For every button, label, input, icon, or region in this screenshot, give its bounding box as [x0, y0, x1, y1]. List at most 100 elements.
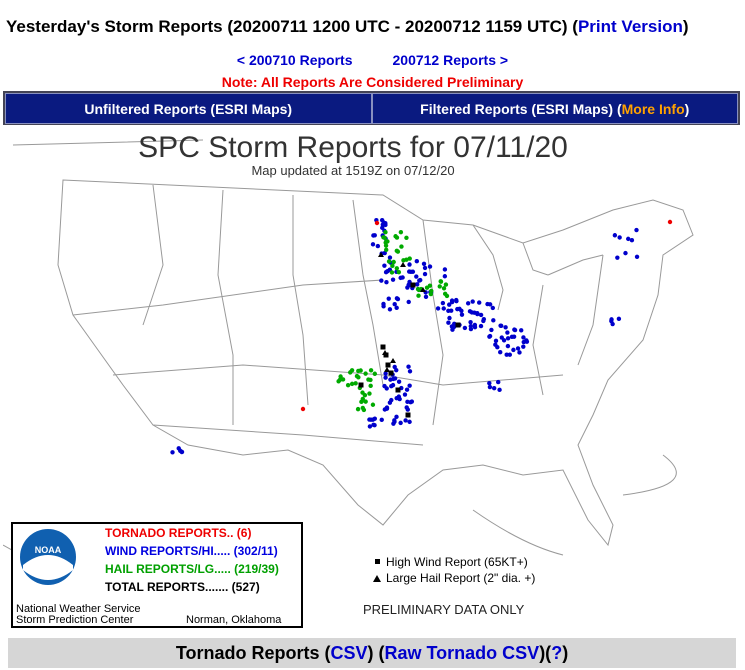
report-marker	[441, 306, 446, 311]
report-marker	[451, 324, 457, 330]
report-marker	[389, 270, 395, 275]
report-marker	[472, 310, 477, 315]
report-marker	[512, 327, 518, 333]
report-marker	[383, 220, 388, 226]
report-marker	[404, 235, 409, 240]
next-link[interactable]: 200712 Reports >	[392, 52, 509, 68]
report-marker	[349, 381, 355, 387]
report-marker	[422, 271, 428, 277]
report-marker	[481, 316, 487, 322]
report-marker	[505, 336, 511, 341]
report-marker	[400, 262, 406, 267]
report-marker	[462, 325, 468, 331]
report-marker	[358, 382, 364, 388]
report-marker	[609, 318, 614, 324]
report-marker	[372, 422, 377, 428]
report-marker	[455, 322, 461, 328]
report-marker	[449, 299, 455, 305]
key-triangle	[373, 575, 381, 582]
tab[interactable]: Unfiltered Reports (ESRI Maps)	[5, 93, 372, 124]
report-marker	[378, 252, 384, 257]
report-marker	[391, 421, 396, 426]
prev-link[interactable]: < 200710 Reports	[236, 52, 353, 68]
report-marker	[379, 217, 385, 223]
report-marker	[437, 284, 442, 289]
report-marker	[449, 308, 454, 313]
report-marker	[634, 227, 639, 233]
report-marker	[414, 274, 419, 279]
report-marker	[370, 402, 376, 407]
report-marker	[487, 334, 492, 339]
title-text: Yesterday's Storm Reports (20200711 1200…	[6, 17, 578, 36]
report-marker	[422, 265, 428, 271]
report-marker	[389, 397, 394, 403]
report-marker	[629, 238, 635, 243]
report-marker	[435, 306, 441, 311]
report-marker	[392, 302, 397, 307]
report-marker	[491, 385, 497, 391]
report-marker	[491, 318, 496, 323]
report-marker	[470, 299, 475, 304]
report-marker	[367, 391, 372, 396]
more-info-link[interactable]: More Info	[621, 101, 685, 117]
org-name: Storm Prediction Center	[16, 614, 134, 626]
legend-hail: HAIL REPORTS/LG..... (219/39)	[105, 562, 279, 576]
report-marker	[414, 259, 420, 264]
noaa-logo-bird	[23, 555, 73, 580]
report-marker	[372, 416, 377, 421]
report-marker	[390, 277, 396, 282]
report-marker	[345, 382, 351, 388]
report-marker	[387, 307, 393, 312]
report-marker	[404, 387, 410, 392]
tab[interactable]: Filtered Reports (ESRI Maps) (More Info)	[371, 93, 738, 124]
report-marker	[383, 229, 388, 235]
report-marker	[511, 347, 516, 353]
legend: NOAA TORNADO REPORTS.. (6) WIND REPORTS/…	[11, 522, 303, 628]
report-marker	[490, 305, 496, 311]
report-marker	[387, 255, 393, 260]
report-marker	[468, 326, 474, 332]
report-marker	[383, 371, 388, 376]
report-marker	[354, 373, 360, 379]
report-marker	[485, 301, 490, 307]
report-marker	[440, 300, 446, 306]
report-marker	[386, 296, 391, 301]
report-marker	[501, 338, 507, 343]
report-marker	[368, 368, 374, 373]
help-link[interactable]: ?	[551, 643, 563, 663]
report-marker	[489, 327, 494, 333]
report-marker	[487, 380, 492, 386]
map-outline	[3, 139, 694, 596]
report-marker	[509, 334, 515, 340]
org-city: Norman, Oklahoma	[186, 614, 282, 626]
report-marker	[383, 243, 389, 248]
raw-csv-link[interactable]: Raw Tornado CSV	[384, 643, 540, 663]
report-marker	[353, 381, 358, 386]
csv-link[interactable]: CSV	[330, 643, 368, 663]
footer-text: )(	[539, 643, 552, 663]
report-marker	[394, 305, 399, 311]
noaa-text: NOAA	[35, 545, 62, 555]
report-marker	[300, 406, 306, 412]
report-marker	[370, 242, 376, 247]
report-marker	[388, 377, 393, 382]
report-marker	[468, 319, 473, 325]
print-link[interactable]: Print Version	[577, 17, 683, 36]
report-marker	[360, 390, 365, 395]
report-marker	[396, 269, 402, 275]
report-marker	[407, 419, 412, 425]
report-marker	[382, 383, 387, 389]
report-marker	[402, 392, 408, 397]
report-marker	[406, 299, 411, 305]
report-marker	[477, 300, 482, 305]
report-marker	[505, 343, 511, 349]
report-marker	[380, 344, 386, 350]
report-marker	[405, 412, 411, 418]
prelim-note: PRELIMINARY DATA ONLY	[363, 602, 525, 617]
report-marker	[396, 394, 402, 399]
report-marker	[423, 294, 429, 300]
footer-text: Tornado Reports (	[175, 643, 331, 663]
report-marker	[371, 233, 376, 238]
report-marker	[407, 383, 412, 388]
